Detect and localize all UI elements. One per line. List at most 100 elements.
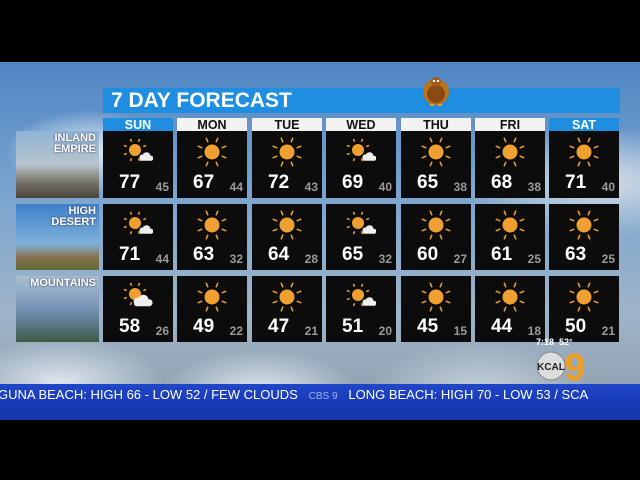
forecast-cell-wed: 65 32 xyxy=(326,204,396,270)
region-label: MOUNTAINS xyxy=(30,278,96,289)
region-name-line: HIGH xyxy=(68,205,97,217)
low-temp: 43 xyxy=(304,180,318,194)
kcal9-logo: KCAL 9 xyxy=(536,347,586,388)
high-temp: 44 xyxy=(491,316,513,337)
forecast-cell-tue: 47 21 xyxy=(252,276,322,342)
low-temp: 21 xyxy=(304,324,318,338)
turkey-icon xyxy=(423,77,449,106)
low-temp: 28 xyxy=(304,252,318,266)
forecast-cell-sun: 77 45 xyxy=(103,131,173,198)
low-temp: 20 xyxy=(378,324,392,338)
low-temp: 32 xyxy=(229,252,243,266)
low-temp: 32 xyxy=(378,252,392,266)
high-temp: 63 xyxy=(193,244,215,265)
high-temp: 65 xyxy=(417,172,439,193)
sun-cloud-icon xyxy=(123,211,153,235)
svg-text:9: 9 xyxy=(564,347,585,388)
sun-icon xyxy=(197,137,227,167)
forecast-cell-mon: 49 22 xyxy=(177,276,247,342)
day-header-wed: WED xyxy=(326,118,396,132)
forecast-cell-sat: 63 25 xyxy=(549,204,619,270)
sun-icon xyxy=(197,210,227,240)
low-temp: 40 xyxy=(601,180,615,194)
high-temp: 58 xyxy=(119,316,141,337)
low-temp: 18 xyxy=(527,324,541,338)
high-temp: 68 xyxy=(491,172,513,193)
low-temp: 22 xyxy=(229,324,243,338)
region-name-line: EMPIRE xyxy=(53,143,96,155)
high-temp: 77 xyxy=(119,172,141,193)
svg-text:KCAL: KCAL xyxy=(537,362,565,373)
low-temp: 45 xyxy=(155,180,169,194)
low-temp: 15 xyxy=(453,324,467,338)
sun-cloud-icon xyxy=(346,283,376,307)
low-temp: 38 xyxy=(453,180,467,194)
high-temp: 61 xyxy=(491,244,513,265)
high-temp: 65 xyxy=(342,244,364,265)
low-temp: 26 xyxy=(155,324,169,338)
sun-icon xyxy=(569,137,599,167)
high-temp: 51 xyxy=(342,316,364,337)
forecast-cell-sun: 71 44 xyxy=(103,204,173,270)
current-temp: 52° xyxy=(559,337,573,347)
day-header-sun: SUN xyxy=(103,118,173,132)
page-title: 7 DAY FORECAST xyxy=(111,89,292,112)
sun-icon xyxy=(272,210,302,240)
sun-icon xyxy=(569,210,599,240)
sun-cloud-icon xyxy=(123,138,153,162)
region-inland-empire: INLAND EMPIRE xyxy=(16,131,99,198)
time-temp-readout: 7:18 52° xyxy=(536,337,573,347)
sun-cloud-icon xyxy=(346,138,376,162)
forecast-cell-mon: 67 44 xyxy=(177,131,247,198)
sun-cloud-icon xyxy=(346,211,376,235)
high-temp: 67 xyxy=(193,172,215,193)
high-temp: 47 xyxy=(268,316,290,337)
forecast-cell-wed: 51 20 xyxy=(326,276,396,342)
day-header-mon: MON xyxy=(177,118,247,132)
high-temp: 49 xyxy=(193,316,215,337)
high-temp: 64 xyxy=(268,244,290,265)
sun-icon xyxy=(569,282,599,312)
sun-icon xyxy=(495,282,525,312)
low-temp: 21 xyxy=(601,324,615,338)
region-label: HIGH DESERT xyxy=(51,206,96,228)
sun-icon xyxy=(272,137,302,167)
high-temp: 69 xyxy=(342,172,364,193)
forecast-cell-sat: 71 40 xyxy=(549,131,619,198)
day-header-tue: TUE xyxy=(252,118,322,132)
forecast-cell-sat: 50 21 xyxy=(549,276,619,342)
low-temp: 25 xyxy=(527,252,541,266)
forecast-cell-thu: 60 27 xyxy=(401,204,471,270)
sun-icon xyxy=(421,282,451,312)
sun-icon xyxy=(495,210,525,240)
forecast-cell-thu: 65 38 xyxy=(401,131,471,198)
region-name-line: DESERT xyxy=(51,216,96,228)
high-temp: 71 xyxy=(119,244,141,265)
time: 7:18 xyxy=(536,337,555,347)
day-header-fri: FRI xyxy=(475,118,545,132)
sun-icon xyxy=(421,137,451,167)
forecast-cell-mon: 63 32 xyxy=(177,204,247,270)
forecast-cell-fri: 44 18 xyxy=(475,276,545,342)
low-temp: 38 xyxy=(527,180,541,194)
low-temp: 44 xyxy=(155,252,169,266)
region-label: INLAND EMPIRE xyxy=(54,133,96,155)
forecast-cell-wed: 69 40 xyxy=(326,131,396,198)
forecast-cell-fri: 68 38 xyxy=(475,131,545,198)
title-bar: 7 DAY FORECAST xyxy=(103,88,620,113)
region-high-desert: HIGH DESERT xyxy=(16,204,99,270)
region-mountains: MOUNTAINS xyxy=(16,276,99,342)
news-ticker: GUNA BEACH: HIGH 66 - LOW 52 / FEW CLOUD… xyxy=(0,384,640,420)
low-temp: 44 xyxy=(229,180,243,194)
forecast-cell-fri: 61 25 xyxy=(475,204,545,270)
low-temp: 27 xyxy=(453,252,467,266)
high-temp: 72 xyxy=(268,172,290,193)
cbs-eye-logo: CBS 9 xyxy=(308,391,338,402)
high-temp: 50 xyxy=(565,316,587,337)
high-temp: 60 xyxy=(417,244,439,265)
forecast-cell-tue: 64 28 xyxy=(252,204,322,270)
sun-icon xyxy=(495,137,525,167)
high-temp: 63 xyxy=(565,244,587,265)
ticker-item: LONG BEACH: HIGH 70 - LOW 53 / SCA xyxy=(348,387,589,402)
region-name-line: INLAND xyxy=(54,132,96,144)
